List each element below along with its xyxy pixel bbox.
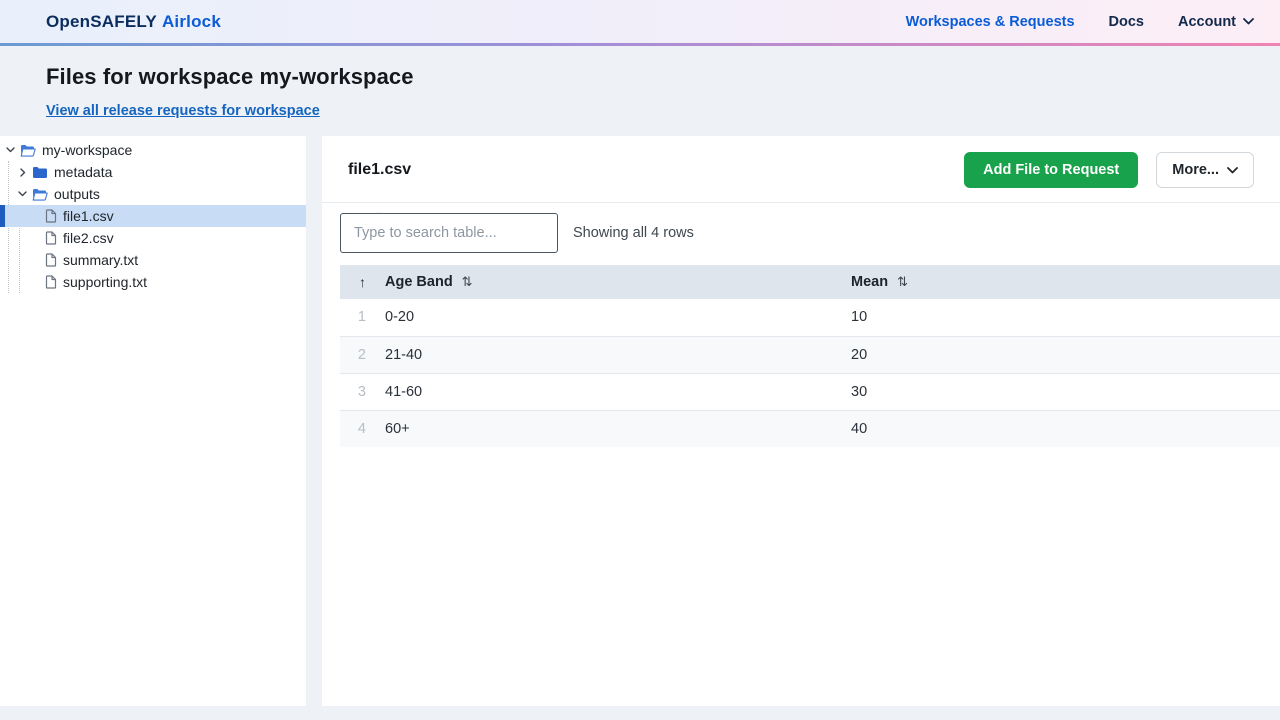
tree-item-label: file1.csv (63, 208, 114, 224)
chevron-down-icon (1243, 18, 1254, 25)
file-icon (45, 253, 57, 267)
file-title: file1.csv (348, 161, 412, 178)
data-table-wrap: ↑ Age Band ⇅ Mean ⇅ (340, 265, 1280, 447)
mean-header-label: Mean (851, 274, 889, 290)
mean-cell: 20 (834, 335, 1280, 373)
tree-item-file1-csv[interactable]: file1.csv (0, 205, 306, 227)
app-logo[interactable]: OpenSAFELY Airlock (46, 12, 221, 32)
sort-toggle-icon[interactable]: ⇅ (461, 274, 473, 289)
file-icon (45, 275, 57, 289)
table-header-row: ↑ Age Band ⇅ Mean ⇅ (340, 265, 1280, 299)
table-toolbar: Loading... Showing all 4 rows (322, 203, 1280, 257)
row-number-cell: 1 (357, 309, 366, 326)
folder-closed-icon (32, 166, 48, 179)
file-icon (45, 209, 57, 223)
age-band-cell: 0-20 (385, 309, 415, 326)
table-row: 3 41-60 30 (340, 372, 1280, 410)
data-table: ↑ Age Band ⇅ Mean ⇅ (340, 265, 1280, 447)
file-tree: my-workspace metadata (0, 139, 306, 293)
logo-primary: OpenSAFELY (46, 11, 157, 31)
chevron-down-icon (1227, 166, 1238, 174)
file-icon (45, 231, 57, 245)
more-menu-label: More... (1172, 162, 1219, 178)
tree-item-summary-txt[interactable]: summary.txt (0, 249, 306, 271)
add-file-to-request-button[interactable]: Add File to Request (964, 152, 1139, 188)
nav-account-menu[interactable]: Account (1178, 14, 1254, 30)
tree-item-label: summary.txt (63, 252, 139, 268)
main-area: my-workspace metadata (0, 136, 1280, 706)
row-number-cell: 2 (340, 335, 368, 373)
tree-item-label: supporting.txt (63, 274, 148, 290)
age-band-header[interactable]: Age Band ⇅ (368, 265, 834, 299)
rows-status-text: Showing all 4 rows (573, 225, 694, 241)
age-band-cell: 60+ (368, 409, 834, 447)
mean-cell: 40 (834, 409, 1280, 447)
table-search-input[interactable] (340, 213, 558, 253)
folder-open-icon (20, 144, 36, 157)
navbar-accent-line (0, 43, 1280, 46)
panel-gap (306, 136, 322, 706)
tree-item-metadata[interactable]: metadata (0, 161, 306, 183)
view-release-requests-link[interactable]: View all release requests for workspace (46, 103, 320, 119)
tree-item-supporting-txt[interactable]: supporting.txt (0, 271, 306, 293)
age-band-cell: 21-40 (368, 335, 834, 373)
navbar: OpenSAFELY Airlock Workspaces & Requests … (0, 0, 1280, 43)
tree-item-label: metadata (54, 164, 113, 180)
age-band-cell: 41-60 (368, 372, 834, 410)
file-detail-panel: file1.csv Add File to Request More... Lo… (322, 136, 1280, 706)
chevron-down-icon[interactable] (16, 191, 29, 197)
mean-header[interactable]: Mean ⇅ (834, 265, 1280, 299)
table-row: 2 21-40 20 (340, 335, 1280, 373)
row-number-cell: 4 (340, 409, 368, 447)
logo-secondary: Airlock (161, 11, 221, 31)
more-menu-button[interactable]: More... (1156, 152, 1254, 188)
row-number-header[interactable]: ↑ (340, 265, 368, 299)
tree-item-outputs[interactable]: outputs (0, 183, 306, 205)
navbar-links: Workspaces & Requests Docs Account (906, 14, 1254, 30)
nav-link-docs[interactable]: Docs (1108, 13, 1144, 30)
tree-item-my-workspace[interactable]: my-workspace (0, 139, 306, 161)
mean-cell: 30 (834, 372, 1280, 410)
nav-account-label: Account (1178, 13, 1236, 30)
tree-item-label: outputs (54, 186, 100, 202)
table-row: 1 0-20 10 (340, 299, 1280, 336)
tree-item-label: my-workspace (42, 142, 133, 158)
page-header: Files for workspace my-workspace View al… (0, 46, 1280, 136)
chevron-down-icon[interactable] (4, 147, 17, 153)
chevron-right-icon[interactable] (16, 167, 29, 177)
sort-ascending-icon[interactable]: ↑ (359, 273, 366, 290)
age-band-header-label: Age Band (385, 274, 453, 290)
tree-guide-line (8, 161, 9, 293)
row-number-cell: 3 (340, 372, 368, 410)
file-actions: Add File to Request More... (964, 152, 1254, 188)
tree-item-label: file2.csv (63, 230, 114, 246)
file-tree-sidebar: my-workspace metadata (0, 136, 306, 706)
tree-item-file2-csv[interactable]: file2.csv (0, 227, 306, 249)
tree-guide-line (19, 205, 20, 293)
folder-open-icon (32, 188, 48, 201)
table-row: 4 60+ 40 (340, 409, 1280, 447)
sort-toggle-icon[interactable]: ⇅ (897, 274, 908, 289)
nav-link-workspaces-requests[interactable]: Workspaces & Requests (905, 13, 1075, 30)
page-title: Files for workspace my-workspace (46, 64, 414, 89)
file-detail-header: file1.csv Add File to Request More... (322, 136, 1280, 203)
mean-cell: 10 (851, 309, 868, 326)
